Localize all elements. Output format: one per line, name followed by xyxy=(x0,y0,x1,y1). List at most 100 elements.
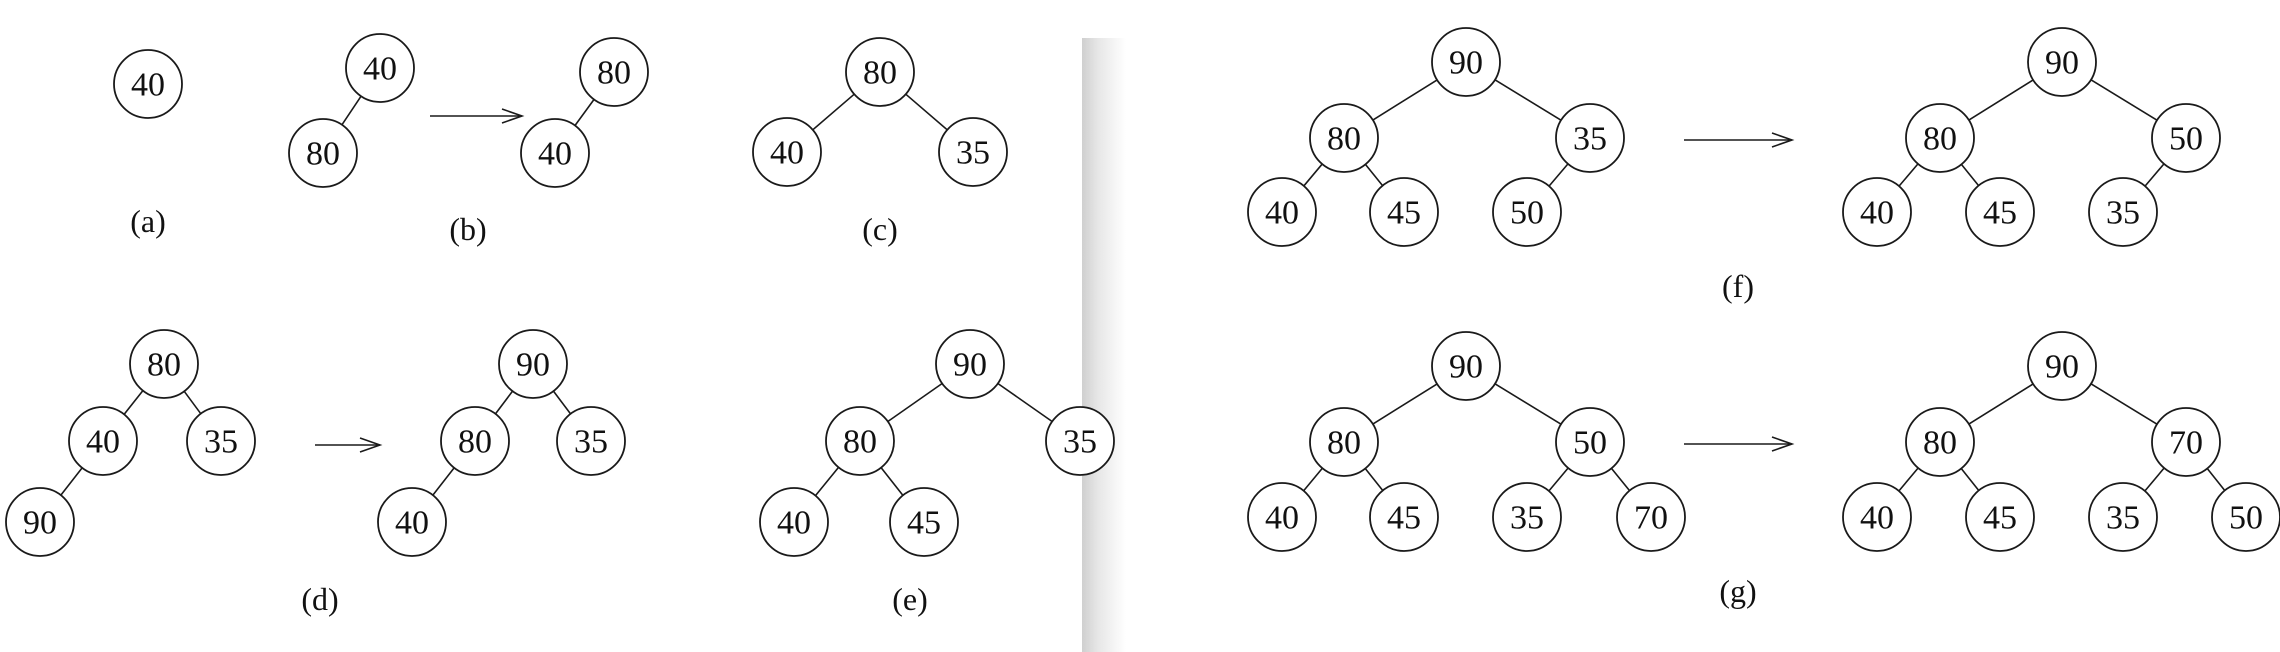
tree-edge xyxy=(60,467,83,496)
tree-node: 40 xyxy=(1247,482,1317,552)
tree-node: 45 xyxy=(889,487,959,557)
node-value: 40 xyxy=(538,136,572,173)
tree-edge xyxy=(494,390,514,415)
node-circle xyxy=(825,406,895,476)
tree-edge xyxy=(1968,383,2034,425)
tree-node: 40 xyxy=(113,49,183,119)
node-value: 40 xyxy=(86,424,120,461)
node-value: 40 xyxy=(1860,195,1894,232)
tree-node: 90 xyxy=(935,329,1005,399)
tree-node: 50 xyxy=(2151,103,2221,173)
tree-node: 40 xyxy=(520,118,590,188)
panel-e: 90 80 35 40 45 (e) xyxy=(759,329,1115,617)
node-value: 80 xyxy=(843,424,877,461)
tree-node: 80 xyxy=(579,37,649,107)
node-value: 80 xyxy=(597,55,631,92)
tree-a-1: 40 xyxy=(113,49,183,119)
tree-node: 80 xyxy=(440,406,510,476)
tree-edge xyxy=(183,390,202,415)
node-value: 45 xyxy=(1983,195,2017,232)
tree-b-2: 80 40 xyxy=(520,37,649,188)
tree-edge xyxy=(880,467,904,496)
node-circle xyxy=(1492,482,1562,552)
tree-node: 40 xyxy=(377,487,447,557)
node-value: 35 xyxy=(956,135,990,172)
tree-node: 40 xyxy=(759,487,829,557)
node-value: 80 xyxy=(147,347,181,384)
tree-edge xyxy=(2090,383,2158,425)
node-circle xyxy=(556,406,626,476)
tree-edge xyxy=(432,467,455,496)
node-value: 90 xyxy=(1449,349,1483,386)
tree-node: 40 xyxy=(1842,482,1912,552)
tree-edge xyxy=(1548,163,1569,187)
panel-label: (a) xyxy=(130,203,166,239)
tree-edge xyxy=(552,390,572,415)
node-circle xyxy=(377,487,447,557)
node-circle xyxy=(1247,177,1317,247)
tree-node: 80 xyxy=(825,406,895,476)
tree-node: 35 xyxy=(1492,482,1562,552)
node-circle xyxy=(129,329,199,399)
node-value: 45 xyxy=(1387,500,1421,537)
node-value: 80 xyxy=(1327,425,1361,462)
tree-node: 35 xyxy=(556,406,626,476)
tree-edge xyxy=(341,95,362,126)
node-circle xyxy=(2151,103,2221,173)
node-value: 90 xyxy=(516,347,550,384)
node-value: 80 xyxy=(1923,425,1957,462)
node-circle xyxy=(1842,482,1912,552)
node-value: 35 xyxy=(1063,424,1097,461)
node-value: 50 xyxy=(1510,195,1544,232)
node-circle xyxy=(5,487,75,557)
tree-node: 45 xyxy=(1965,482,2035,552)
panel-b: 40 80 80 40 (b) xyxy=(288,33,649,247)
tree-edge xyxy=(1960,468,1980,491)
node-value: 40 xyxy=(1265,195,1299,232)
node-circle xyxy=(935,329,1005,399)
node-value: 80 xyxy=(1923,121,1957,158)
tree-node: 45 xyxy=(1965,177,2035,247)
tree-edge xyxy=(1303,163,1323,187)
tree-f-1: 90 80 35 40 45 50 xyxy=(1247,27,1625,247)
panel-g: 90 80 50 40 45 35 70 90 80 70 40 45 35 50 (g) xyxy=(1247,331,2280,609)
node-value: 90 xyxy=(953,347,987,384)
tree-g-2: 90 80 70 40 45 35 50 xyxy=(1842,331,2280,552)
node-circle xyxy=(1555,103,1625,173)
tree-node: 45 xyxy=(1369,482,1439,552)
node-value: 80 xyxy=(1327,121,1361,158)
tree-node: 35 xyxy=(2088,482,2158,552)
tree-node: 80 xyxy=(129,329,199,399)
node-value: 90 xyxy=(2045,349,2079,386)
tree-edge xyxy=(1960,163,1980,187)
tree-node: 80 xyxy=(1905,407,1975,477)
node-circle xyxy=(440,406,510,476)
tree-d-2: 90 80 35 40 xyxy=(377,329,626,557)
transition-arrow xyxy=(315,437,383,453)
node-value: 50 xyxy=(1573,425,1607,462)
node-circle xyxy=(1045,406,1115,476)
node-value: 80 xyxy=(306,136,340,173)
node-circle xyxy=(938,117,1008,187)
tree-edge xyxy=(812,93,855,131)
node-circle xyxy=(498,329,568,399)
node-circle xyxy=(1369,482,1439,552)
tree-node: 50 xyxy=(2211,482,2280,552)
node-value: 40 xyxy=(363,51,397,88)
panel-d: 80 40 35 90 90 80 35 40 (d) xyxy=(5,329,626,617)
node-value: 80 xyxy=(458,424,492,461)
node-circle xyxy=(1431,27,1501,97)
tree-node: 35 xyxy=(1555,103,1625,173)
tree-edge xyxy=(1610,467,1631,492)
node-circle xyxy=(889,487,959,557)
tree-edge xyxy=(2144,467,2165,492)
panel-label: (d) xyxy=(301,581,338,617)
tree-edge xyxy=(905,93,948,131)
node-value: 35 xyxy=(1510,500,1544,537)
tree-e-1: 90 80 35 40 45 xyxy=(759,329,1115,557)
panel-f: 90 80 35 40 45 50 90 80 50 40 45 35 (f) xyxy=(1247,27,2221,304)
tree-node: 90 xyxy=(2027,27,2097,97)
node-circle xyxy=(759,487,829,557)
node-value: 90 xyxy=(1449,45,1483,82)
